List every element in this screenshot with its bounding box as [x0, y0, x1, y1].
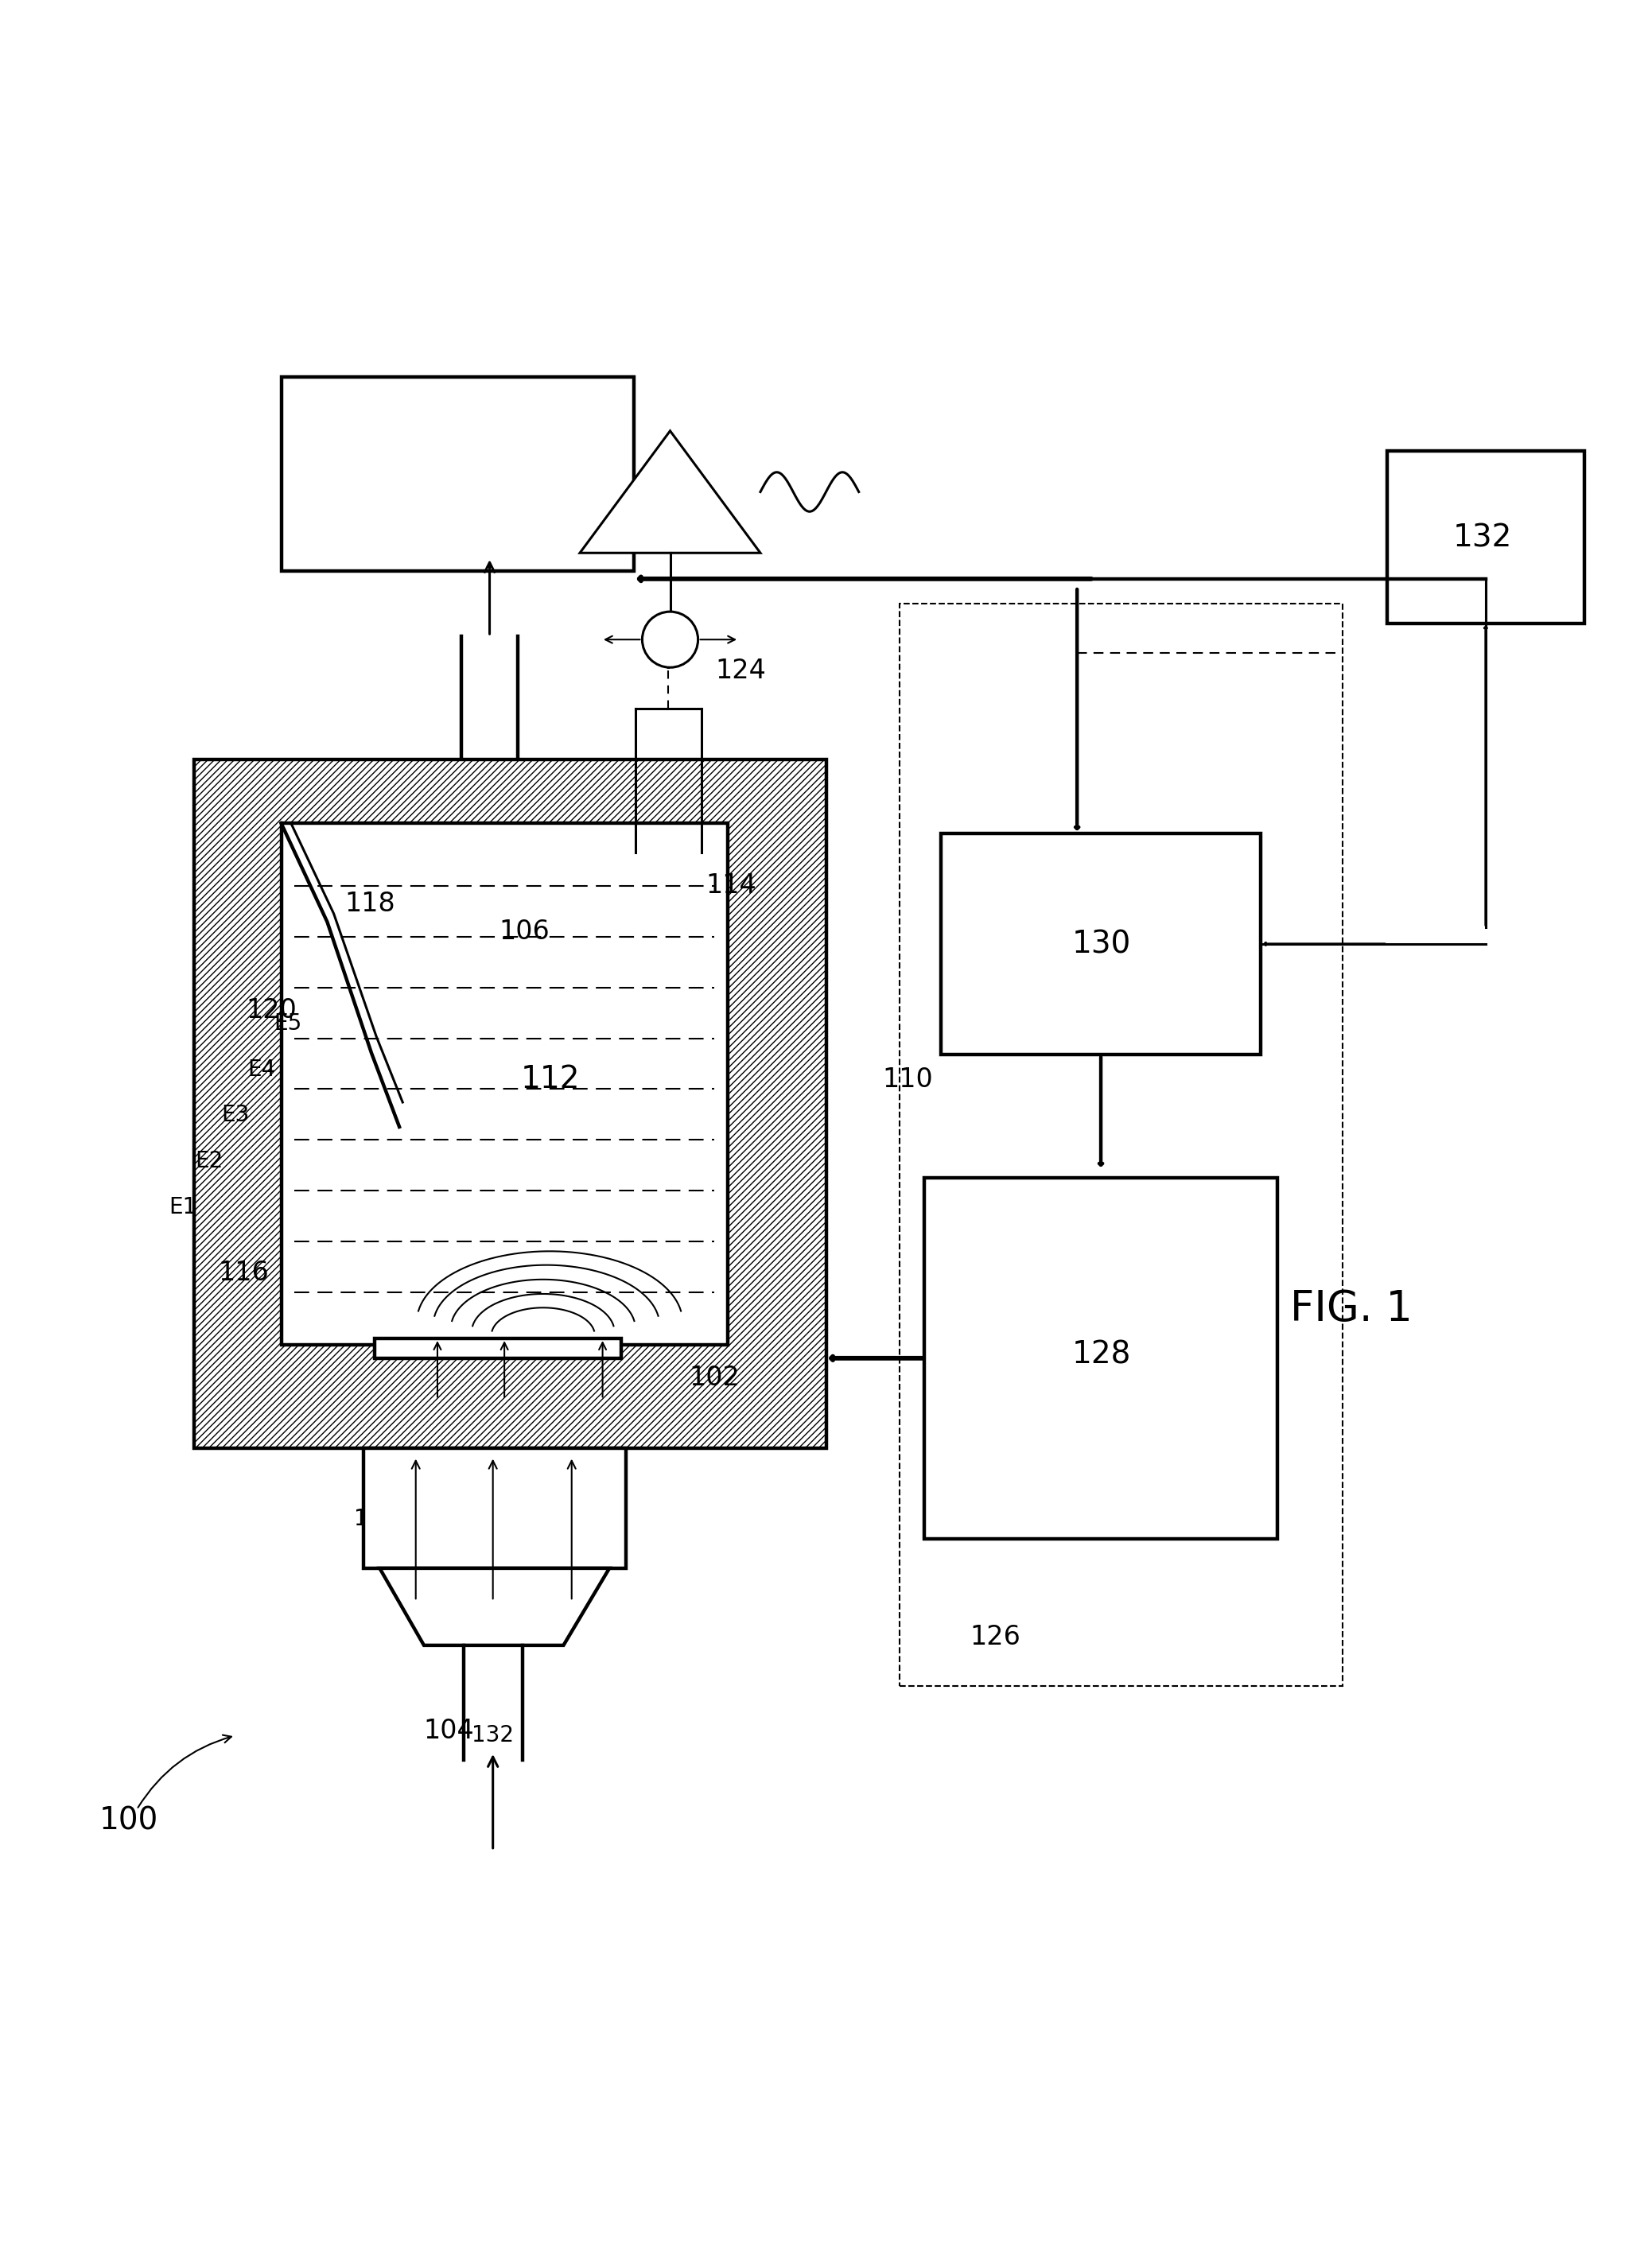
Text: 110: 110: [882, 1065, 933, 1092]
Text: 124: 124: [715, 657, 767, 684]
Text: 112: 112: [520, 1063, 580, 1095]
Text: 132: 132: [575, 1508, 618, 1530]
Text: E5: E5: [274, 1013, 302, 1034]
Polygon shape: [580, 431, 760, 553]
Text: 116: 116: [218, 1259, 269, 1286]
Bar: [900, 603, 1343, 1686]
Text: 114: 114: [705, 873, 757, 898]
Circle shape: [643, 612, 699, 668]
Text: 100: 100: [99, 1806, 159, 1835]
Text: E1: E1: [169, 1196, 197, 1219]
Polygon shape: [380, 1569, 610, 1645]
Bar: [195, 758, 826, 1449]
Text: 118: 118: [345, 892, 395, 916]
Text: 130: 130: [1072, 930, 1132, 959]
Text: 122: 122: [354, 458, 413, 490]
Text: 128: 128: [1072, 1341, 1132, 1370]
Text: E3: E3: [221, 1104, 249, 1126]
Bar: [925, 1178, 1277, 1539]
Text: 132: 132: [472, 1508, 514, 1530]
Text: E2: E2: [195, 1151, 223, 1171]
Text: 132: 132: [354, 1508, 396, 1530]
Text: 104: 104: [423, 1718, 474, 1745]
Text: 132: 132: [472, 1724, 514, 1747]
Text: 106: 106: [499, 919, 550, 946]
Text: E4: E4: [248, 1059, 276, 1081]
Bar: [281, 377, 634, 571]
Text: FIG. 1: FIG. 1: [1290, 1289, 1412, 1329]
Bar: [363, 1449, 626, 1569]
Bar: [281, 824, 727, 1345]
Text: 132: 132: [1452, 524, 1512, 553]
Text: 102: 102: [689, 1365, 740, 1390]
Text: 120: 120: [246, 998, 297, 1022]
Bar: [942, 833, 1260, 1054]
Bar: [1388, 451, 1584, 623]
Bar: [195, 758, 826, 1449]
Bar: [375, 1338, 621, 1359]
Text: 126: 126: [970, 1625, 1021, 1650]
